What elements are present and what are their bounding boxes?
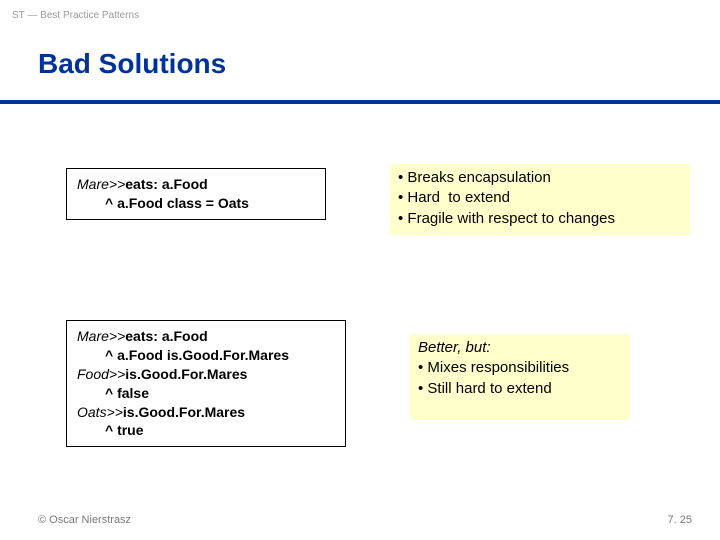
- footer-copyright: © Oscar Nierstrasz: [38, 514, 131, 526]
- title-rule: [0, 100, 720, 104]
- note-box-1: • Breaks encapsulation• Hard to extend• …: [390, 164, 690, 235]
- note-bullet: • Mixes responsibilities: [418, 358, 622, 378]
- code-line: ^ false: [77, 384, 335, 403]
- code-line: ^ a.Food is.Good.For.Mares: [77, 346, 335, 365]
- code-line: ^ a.Food class = Oats: [77, 194, 315, 213]
- slide-title: Bad Solutions: [38, 48, 226, 80]
- code-box-2: Mare>>eats: a.Food^ a.Food is.Good.For.M…: [66, 320, 346, 447]
- code-line: Mare>>eats: a.Food: [77, 175, 315, 194]
- code-line: Food>>is.Good.For.Mares: [77, 365, 335, 384]
- header-label: ST — Best Practice Patterns: [12, 10, 139, 21]
- slide-root: ST — Best Practice Patterns Bad Solution…: [0, 0, 720, 540]
- note-intro: Better, but:: [418, 338, 622, 358]
- note-bullet: • Fragile with respect to changes: [398, 209, 682, 229]
- code-line: Oats>>is.Good.For.Mares: [77, 403, 335, 422]
- note-box-2: Better, but:• Mixes responsibilities• St…: [410, 334, 630, 420]
- code-line: Mare>>eats: a.Food: [77, 327, 335, 346]
- code-box-1: Mare>>eats: a.Food^ a.Food class = Oats: [66, 168, 326, 220]
- note-bullet: • Still hard to extend: [418, 379, 622, 399]
- note-bullet: • Hard to extend: [398, 188, 682, 208]
- footer-page-number: 7. 25: [668, 514, 692, 526]
- note-bullet: • Breaks encapsulation: [398, 168, 682, 188]
- code-line: ^ true: [77, 421, 335, 440]
